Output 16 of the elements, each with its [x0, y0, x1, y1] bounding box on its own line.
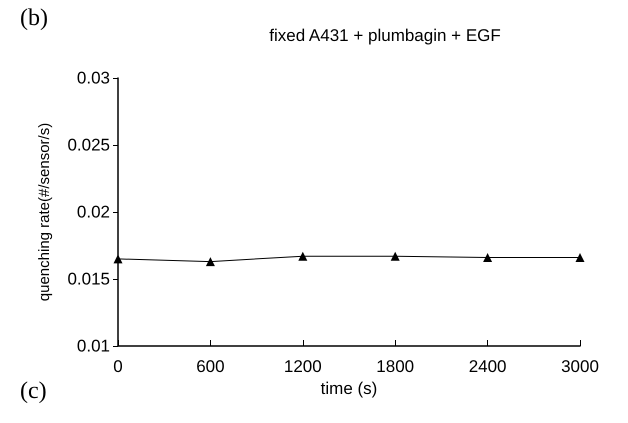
y-tick-label: 0.02 [76, 202, 110, 222]
y-tick-label: 0.015 [67, 270, 110, 288]
x-tick-label: 3000 [561, 357, 599, 376]
text: (b) [20, 5, 48, 32]
x-axis-title: time (s) [320, 378, 378, 398]
x-tick-label: 1800 [376, 357, 414, 376]
x-tick-label: 1200 [284, 357, 322, 376]
chart-title: fixed A431 + plumbagin + EGF [269, 26, 501, 45]
text: (c) [20, 378, 47, 405]
y-tick-label: 0.01 [76, 336, 110, 356]
y-tick-label: 0.025 [67, 136, 110, 154]
x-tick-label: 600 [196, 357, 225, 376]
y-tick-label: 0.03 [76, 68, 110, 88]
x-tick-label: 2400 [468, 357, 507, 376]
x-tick-label: 0 [113, 357, 123, 376]
y-axis-title: quenching rate(#/sensor/s) [36, 122, 53, 302]
